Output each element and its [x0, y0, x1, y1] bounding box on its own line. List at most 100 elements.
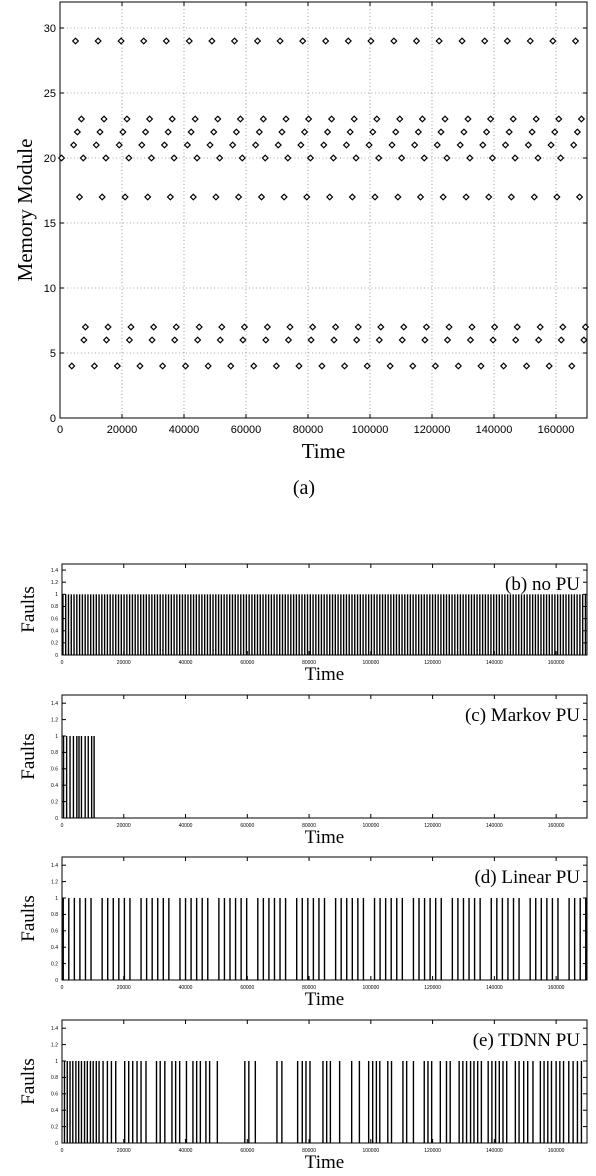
- panel-title: (b) no PU: [505, 574, 580, 595]
- y-axis-label: Faults: [18, 586, 39, 632]
- panel-a-memory-module-scatter: 0 20000 40000 60000 80000 100000 120000 140000 1…: [13, 1, 590, 463]
- y-tick-label: 25: [44, 88, 56, 100]
- data-point: [284, 336, 293, 344]
- panel-title: (c) Markov PU: [465, 705, 580, 726]
- data-point: [466, 154, 474, 162]
- data-point: [92, 141, 100, 149]
- data-point: [234, 193, 243, 201]
- x-tick-label: 40000: [179, 823, 193, 829]
- data-point: [303, 193, 311, 201]
- data-point: [342, 141, 351, 149]
- x-axis-label: Time: [305, 1152, 344, 1173]
- data-point: [138, 141, 146, 149]
- data-point: [160, 141, 169, 149]
- data-point: [90, 362, 99, 370]
- data-point: [102, 336, 111, 344]
- y-tick-label: 0: [55, 1141, 58, 1147]
- data-point: [262, 336, 270, 344]
- data-point: [488, 154, 497, 162]
- data-point: [501, 141, 510, 149]
- data-point: [309, 323, 317, 331]
- data-point: [437, 128, 445, 136]
- y-tick-label: 0.4: [51, 945, 58, 951]
- x-tick-label: 20000: [117, 1148, 131, 1154]
- y-tick-label: 0.4: [51, 628, 58, 634]
- x-tick-label: 60000: [240, 660, 254, 666]
- y-tick-label: 1: [55, 734, 58, 740]
- y-axis-label: Faults: [18, 1058, 39, 1104]
- data-point: [421, 336, 429, 344]
- x-tick-label: 100000: [362, 660, 379, 666]
- data-point: [511, 154, 519, 162]
- data-point: [433, 141, 441, 149]
- data-point: [148, 336, 156, 344]
- data-point: [282, 115, 290, 123]
- data-point: [331, 323, 340, 331]
- data-point: [117, 37, 125, 45]
- data-point: [320, 141, 328, 149]
- data-point: [185, 37, 193, 45]
- data-point: [162, 37, 170, 45]
- data-point: [549, 37, 557, 45]
- y-tick-label: 0.6: [51, 616, 58, 622]
- data-point: [348, 193, 356, 201]
- data-point: [536, 323, 544, 331]
- x-axis-label: Time: [305, 989, 344, 1010]
- x-tick-label: 80000: [302, 985, 316, 991]
- x-tick-label: 120000: [414, 424, 451, 436]
- data-point: [573, 128, 582, 136]
- y-tick-label: 0.6: [51, 929, 58, 935]
- data-point: [400, 323, 408, 331]
- x-tick-label: 0: [61, 660, 64, 666]
- data-point: [571, 37, 580, 45]
- data-point: [490, 323, 499, 331]
- y-tick-label: 30: [44, 23, 56, 35]
- y-tick-label: 0.8: [51, 750, 58, 756]
- data-point: [100, 115, 108, 123]
- y-tick-label: 1.4: [51, 1026, 58, 1032]
- y-axis-label: Faults: [18, 733, 39, 779]
- y-tick-label: 1.2: [51, 879, 58, 885]
- data-point: [499, 362, 508, 370]
- data-point: [526, 37, 534, 45]
- data-point: [218, 323, 226, 331]
- data-point: [367, 37, 375, 45]
- data-point: [507, 193, 516, 201]
- data-point: [297, 141, 305, 149]
- panel-title: (d) Linear PU: [474, 867, 580, 888]
- x-tick-label: 60000: [240, 985, 254, 991]
- y-tick-label: 0.8: [51, 604, 58, 610]
- y-tick-label: 20: [44, 153, 56, 165]
- data-point: [431, 362, 440, 370]
- data-point: [204, 362, 212, 370]
- data-point: [392, 128, 400, 136]
- data-point: [158, 362, 167, 370]
- data-point: [557, 336, 565, 344]
- y-tick-label: 0.6: [51, 767, 58, 773]
- data-point: [555, 115, 563, 123]
- y-tick-label: 0: [55, 816, 58, 822]
- data-point: [286, 323, 294, 331]
- data-point: [79, 154, 87, 162]
- data-point: [216, 336, 224, 344]
- x-tick-label: 20000: [117, 660, 131, 666]
- data-point: [306, 154, 315, 162]
- data-point: [239, 336, 247, 344]
- data-point: [73, 128, 82, 136]
- y-tick-label: 1.2: [51, 717, 58, 723]
- y-tick-label: 10: [44, 283, 56, 295]
- data-point: [570, 141, 578, 149]
- panel-title: (e) TDNN PU: [473, 1030, 581, 1051]
- y-tick-label: 1.4: [51, 863, 58, 869]
- data-point: [464, 115, 472, 123]
- plot-frame: [59, 1, 588, 419]
- data-point: [416, 193, 425, 201]
- data-point: [396, 115, 404, 123]
- data-point: [195, 323, 203, 331]
- data-point: [276, 37, 284, 45]
- y-tick-label: 1: [55, 896, 58, 902]
- data-point: [397, 154, 406, 162]
- x-tick-label: 20000: [107, 424, 138, 436]
- data-point: [350, 115, 358, 123]
